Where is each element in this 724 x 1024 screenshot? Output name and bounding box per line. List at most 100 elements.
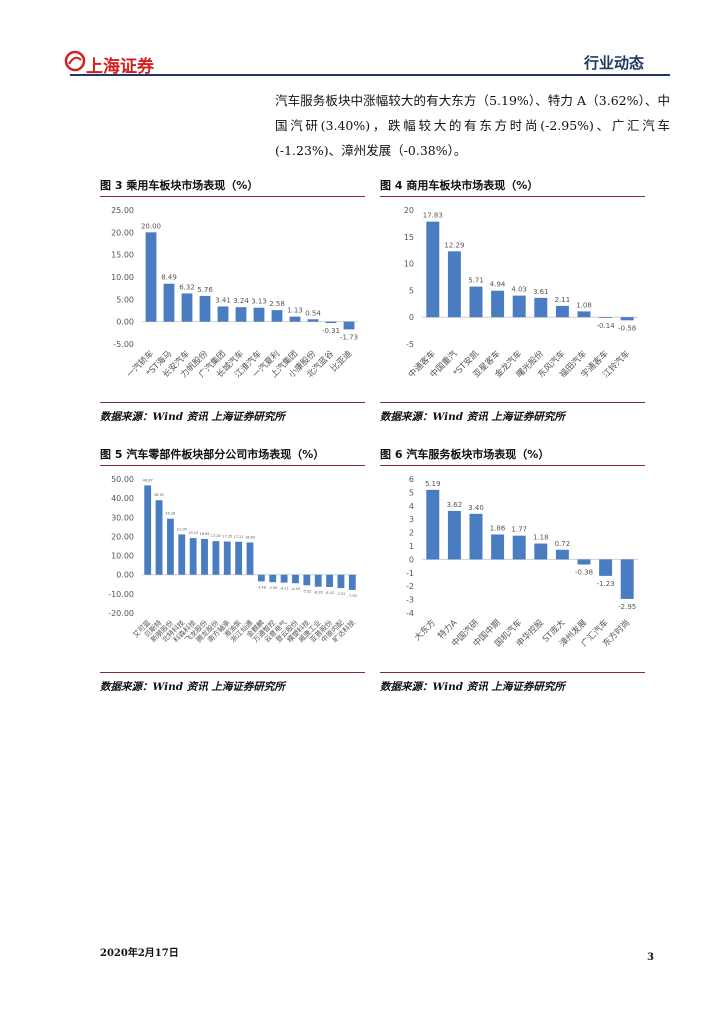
figure-title: 图 4 商用车板块市场表现（%）	[380, 177, 645, 197]
figure-source: 数据来源：Wind 资讯 上海证券研究所	[380, 402, 645, 424]
bar	[555, 305, 569, 318]
bar	[512, 295, 526, 318]
value-label: 1.86	[490, 524, 506, 532]
bar	[326, 574, 333, 588]
bar	[167, 518, 174, 575]
value-label: -0.58	[618, 324, 636, 332]
bar	[534, 543, 548, 560]
y-tick-label: -2	[406, 582, 414, 591]
bar	[447, 510, 461, 560]
chart: -505101520中通客车17.83中国重汽12.29*ST安凯5.71亚星客…	[404, 206, 638, 380]
bar	[155, 500, 163, 575]
y-tick-label: 4	[409, 502, 414, 511]
bar	[599, 559, 613, 576]
y-tick-label: 20	[404, 206, 414, 215]
y-tick-label: 0	[409, 313, 414, 322]
value-label: 17.83	[423, 212, 443, 220]
value-label: -2.95	[618, 603, 636, 611]
value-label: 17.35	[222, 535, 232, 539]
bar	[447, 251, 461, 318]
y-tick-label: -4	[406, 609, 414, 618]
x-tick-label: 大东方	[412, 617, 438, 643]
value-label: 1.18	[533, 534, 549, 542]
value-label: -0.31	[322, 327, 340, 335]
value-label: 4.94	[490, 281, 506, 289]
bar	[325, 321, 337, 324]
value-label: 2.58	[269, 300, 285, 308]
value-label: 19.12	[188, 531, 198, 535]
value-label: 6.32	[179, 283, 195, 291]
header-rule	[70, 74, 670, 76]
bar	[534, 297, 548, 318]
value-label: 29.26	[165, 512, 175, 516]
value-label: -1.23	[597, 580, 615, 588]
y-tick-label: 15	[404, 233, 414, 242]
bar	[212, 541, 220, 575]
figure-title: 图 5 汽车零部件板块部分公司市场表现（%）	[100, 446, 365, 466]
bar	[491, 534, 505, 560]
bar	[512, 535, 526, 560]
bar	[307, 319, 319, 322]
bar	[337, 574, 345, 589]
footer-date: 2020年2月17日	[100, 948, 179, 959]
value-label: -4.45	[291, 587, 300, 591]
value-label: 16.84	[245, 535, 256, 539]
value-label: -5.52	[302, 589, 311, 593]
figure-source: 数据来源：Wind 资讯 上海证券研究所	[100, 672, 365, 694]
bar	[217, 306, 229, 322]
chart: -5.000.005.0010.0015.0020.0025.00一汽轿车20.…	[111, 206, 358, 380]
figure-title: 图 3 乘用车板块市场表现（%）	[100, 177, 365, 197]
figure-title: 图 6 汽车服务板块市场表现（%）	[380, 446, 645, 466]
y-tick-label: -5	[406, 340, 414, 349]
y-tick-label: -20.00	[108, 609, 134, 618]
value-label: -0.14	[597, 322, 616, 330]
bar	[235, 541, 243, 575]
value-label: -7.93	[348, 594, 357, 598]
value-label: 17.21	[234, 535, 244, 539]
y-tick-label: 0.00	[116, 571, 134, 580]
bar	[426, 489, 440, 560]
value-label: 1.08	[576, 301, 592, 309]
bar	[246, 542, 254, 575]
bar	[303, 574, 311, 586]
value-label: -6.42	[325, 591, 334, 595]
logo-icon	[64, 50, 86, 72]
y-tick-label: 6	[409, 475, 414, 484]
value-label: 46.67	[143, 478, 153, 482]
bar	[348, 574, 356, 590]
value-label: 3.13	[251, 298, 267, 306]
y-tick-label: 10	[404, 260, 414, 269]
value-label: -1.73	[340, 333, 358, 341]
x-tick-label: 比亚迪	[328, 348, 354, 374]
value-label: 3.41	[215, 296, 231, 304]
bar	[577, 311, 591, 318]
figure-source: 数据来源：Wind 资讯 上海证券研究所	[100, 402, 365, 424]
bar	[145, 232, 157, 322]
bar	[292, 574, 299, 584]
bar	[257, 574, 265, 582]
chart: -20.00 -10.00 0.00 10.00 20.00 30.00 40.00 50.0…	[108, 475, 358, 644]
paragraph: 汽车服务板块中涨幅较大的有大东方（5.19%）、特力 A（3.62%）、中国汽研…	[275, 93, 670, 158]
bar	[181, 293, 193, 322]
value-label: 8.49	[161, 274, 177, 282]
value-label: 5.71	[468, 277, 484, 285]
value-label: 4.03	[511, 286, 527, 294]
bar	[253, 307, 265, 322]
y-tick-label: 1	[409, 542, 414, 551]
bar	[577, 559, 591, 565]
y-tick-label: -10.00	[108, 590, 134, 599]
y-tick-label: 2	[409, 529, 414, 538]
value-label: 20.00	[141, 222, 161, 230]
y-tick-label: 30.00	[111, 513, 134, 522]
value-label: 0.54	[305, 309, 321, 317]
bar	[343, 321, 355, 330]
figure-source: 数据来源：Wind 资讯 上海证券研究所	[380, 672, 645, 694]
y-tick-label: 25.00	[111, 206, 134, 215]
bar	[280, 574, 288, 583]
value-label: 3.61	[533, 288, 549, 296]
value-label: -3.90	[268, 586, 277, 590]
value-label: 1.13	[287, 307, 303, 315]
value-label: 3.62	[447, 501, 463, 509]
y-tick-label: -1	[406, 569, 414, 578]
y-tick-label: 15.00	[111, 251, 134, 260]
